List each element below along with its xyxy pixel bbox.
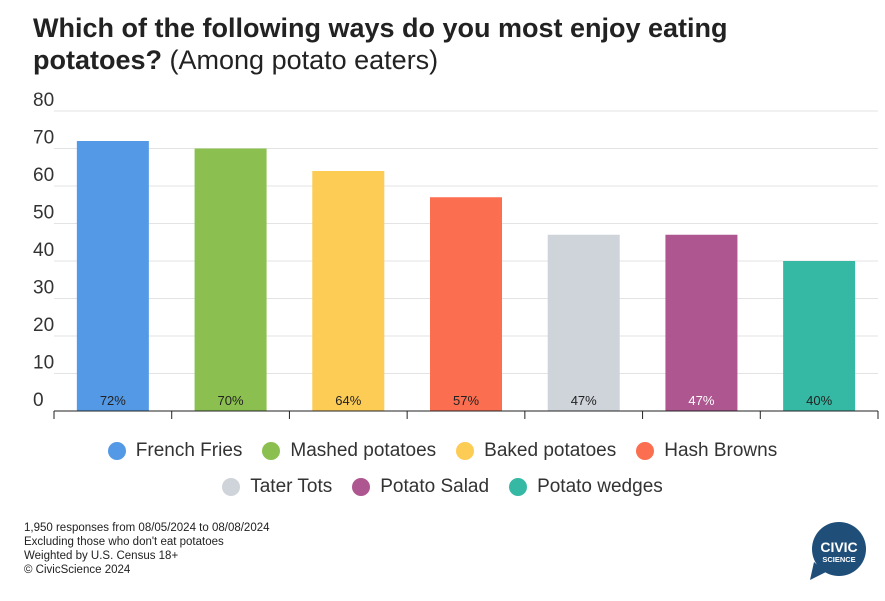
legend-row-2: Tater Tots Potato Salad Potato wedges [0, 476, 885, 502]
footnote-copyright: © CivicScience 2024 [24, 564, 131, 576]
legend-item-tater-tots: Tater Tots [222, 476, 332, 498]
y-tick-label: 50 [33, 203, 54, 224]
civicscience-logo: CIVIC SCIENCE [810, 522, 866, 580]
bar-tater-tots [547, 234, 620, 411]
logo-speech-tail [810, 562, 826, 580]
y-tick-label: 80 [33, 90, 54, 111]
legend-swatch [262, 442, 281, 460]
logo-text-civic: CIVIC [820, 539, 857, 555]
data-label: 64% [335, 393, 361, 408]
data-label: 72% [100, 393, 126, 408]
data-label: 70% [218, 393, 244, 408]
legend-item-mashed-potatoes: Mashed potatoes [262, 440, 436, 462]
legend-item-hash-browns: Hash Browns [636, 440, 777, 462]
legend-label: Hash Browns [664, 440, 778, 461]
data-label: 40% [806, 393, 832, 408]
footnote-weighting: Weighted by U.S. Census 18+ [24, 550, 179, 562]
legend-label: Potato Salad [380, 476, 490, 497]
data-labels: 72% 70% 64% 57% 47% 47% 40% [100, 393, 833, 408]
chart-title: Which of the following ways do you most … [33, 12, 863, 76]
x-axis-ticks [53, 411, 879, 419]
legend-swatch [352, 478, 371, 496]
bar-potato-salad [665, 234, 738, 411]
y-tick-label: 40 [33, 240, 54, 261]
legend-label: Potato wedges [537, 476, 663, 497]
legend-swatch [456, 442, 475, 460]
y-tick-label: 60 [33, 165, 54, 186]
legend-item-potato-salad: Potato Salad [352, 476, 489, 498]
legend-swatch [509, 478, 528, 496]
bar-potato-wedges [783, 261, 856, 411]
footnote-responses: 1,950 responses from 08/05/2024 to 08/08… [24, 522, 270, 534]
data-label: 47% [571, 393, 597, 408]
legend-label: Baked potatoes [484, 440, 617, 461]
legend-swatch [107, 442, 126, 460]
logo-circle [812, 522, 866, 576]
data-label: 47% [688, 393, 714, 408]
title-subtitle: (Among potato eaters) [169, 45, 439, 75]
legend-item-potato-wedges: Potato wedges [509, 476, 663, 498]
footnote-exclusion: Excluding those who don't eat potatoes [24, 536, 224, 548]
legend-label: Mashed potatoes [290, 440, 437, 461]
bar-french-fries [76, 141, 149, 411]
legend-label: French Fries [135, 440, 243, 461]
y-tick-label: 0 [33, 390, 44, 411]
y-tick-label: 20 [33, 315, 54, 336]
y-tick-label: 30 [33, 278, 54, 299]
bar-mashed-potatoes [194, 148, 267, 411]
y-tick-label: 10 [33, 353, 54, 374]
legend-item-baked-potatoes: Baked potatoes [456, 440, 616, 462]
legend-swatch [222, 478, 241, 496]
legend-swatch [636, 442, 655, 460]
legend-row-1: French Fries Mashed potatoes Baked potatoe… [0, 440, 885, 466]
bars [76, 141, 856, 411]
bar-chart: 0 10 20 30 40 50 60 70 80 72% 70% 64% 57% 47% 47% 40% [33, 90, 879, 419]
y-tick-label: 70 [33, 128, 54, 149]
bar-hash-browns [430, 197, 502, 411]
data-label: 57% [453, 393, 479, 408]
title-question: Which of the following ways do you most … [33, 13, 728, 75]
bar-baked-potatoes [312, 171, 385, 411]
footnotes: 1,950 responses from 08/05/2024 to 08/08… [24, 521, 270, 577]
y-axis-labels: 0 10 20 30 40 50 60 70 80 [33, 90, 54, 411]
legend-label: Tater Tots [250, 476, 333, 497]
legend-item-french-fries: French Fries [107, 440, 243, 462]
logo-text-science: SCIENCE [822, 555, 855, 564]
